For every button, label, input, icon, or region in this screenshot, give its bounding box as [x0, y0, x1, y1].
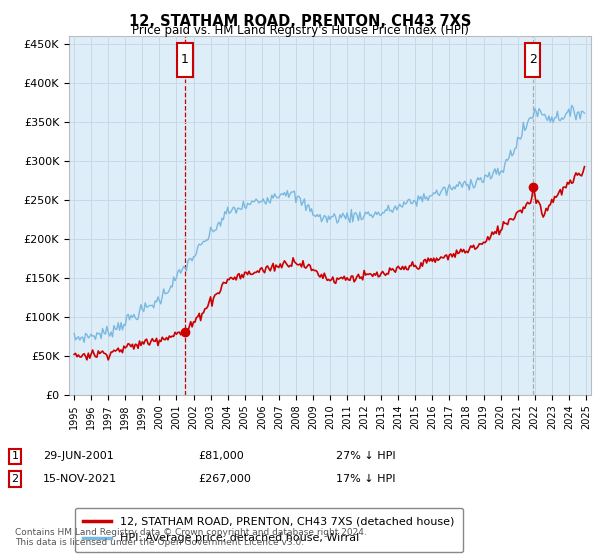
FancyBboxPatch shape — [525, 43, 541, 77]
FancyBboxPatch shape — [178, 43, 193, 77]
Text: £267,000: £267,000 — [198, 474, 251, 484]
Text: 2: 2 — [529, 53, 536, 66]
Text: 15-NOV-2021: 15-NOV-2021 — [43, 474, 118, 484]
Text: 2: 2 — [11, 474, 19, 484]
Text: Price paid vs. HM Land Registry's House Price Index (HPI): Price paid vs. HM Land Registry's House … — [131, 24, 469, 37]
Text: 1: 1 — [181, 53, 189, 66]
Text: 27% ↓ HPI: 27% ↓ HPI — [336, 451, 395, 461]
Text: 12, STATHAM ROAD, PRENTON, CH43 7XS: 12, STATHAM ROAD, PRENTON, CH43 7XS — [129, 14, 471, 29]
Text: 29-JUN-2001: 29-JUN-2001 — [43, 451, 114, 461]
Text: 17% ↓ HPI: 17% ↓ HPI — [336, 474, 395, 484]
Legend: 12, STATHAM ROAD, PRENTON, CH43 7XS (detached house), HPI: Average price, detach: 12, STATHAM ROAD, PRENTON, CH43 7XS (det… — [74, 508, 463, 552]
Text: Contains HM Land Registry data © Crown copyright and database right 2024.
This d: Contains HM Land Registry data © Crown c… — [15, 528, 367, 547]
Text: 1: 1 — [11, 451, 19, 461]
Text: £81,000: £81,000 — [198, 451, 244, 461]
